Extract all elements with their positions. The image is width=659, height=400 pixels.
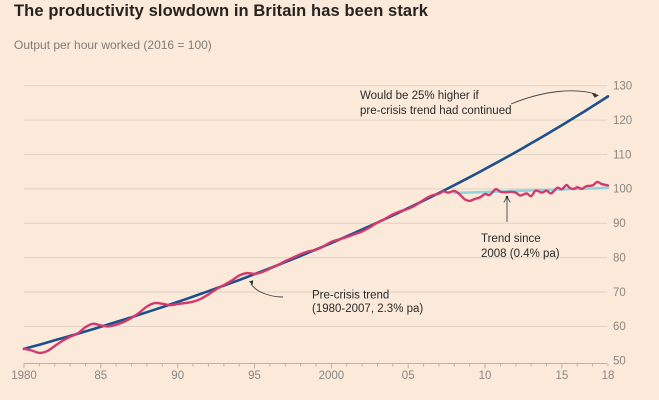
svg-text:Would be 25% higher if: Would be 25% higher if (360, 90, 479, 102)
svg-text:100: 100 (613, 184, 632, 196)
svg-text:15: 15 (556, 370, 569, 382)
svg-text:95: 95 (248, 370, 261, 382)
svg-text:1980: 1980 (11, 370, 37, 382)
svg-text:2008 (0.4% pa): 2008 (0.4% pa) (481, 248, 560, 260)
svg-text:10: 10 (479, 370, 492, 382)
svg-text:80: 80 (613, 253, 626, 265)
svg-text:Trend since: Trend since (481, 233, 541, 245)
svg-text:50: 50 (613, 356, 626, 368)
svg-text:85: 85 (94, 370, 107, 382)
svg-text:110: 110 (613, 149, 631, 161)
svg-text:18: 18 (602, 370, 615, 382)
svg-text:120: 120 (613, 115, 632, 127)
svg-text:130: 130 (613, 81, 632, 93)
svg-text:2000: 2000 (319, 370, 345, 382)
svg-text:60: 60 (613, 321, 626, 333)
svg-text:90: 90 (613, 218, 626, 230)
svg-text:90: 90 (171, 370, 184, 382)
svg-text:Pre-crisis trend: Pre-crisis trend (312, 290, 389, 302)
svg-text:(1980-2007, 2.3% pa): (1980-2007, 2.3% pa) (312, 303, 423, 315)
svg-text:05: 05 (402, 370, 415, 382)
svg-text:pre-crisis trend had continued: pre-crisis trend had continued (360, 105, 512, 117)
svg-text:70: 70 (613, 287, 626, 299)
